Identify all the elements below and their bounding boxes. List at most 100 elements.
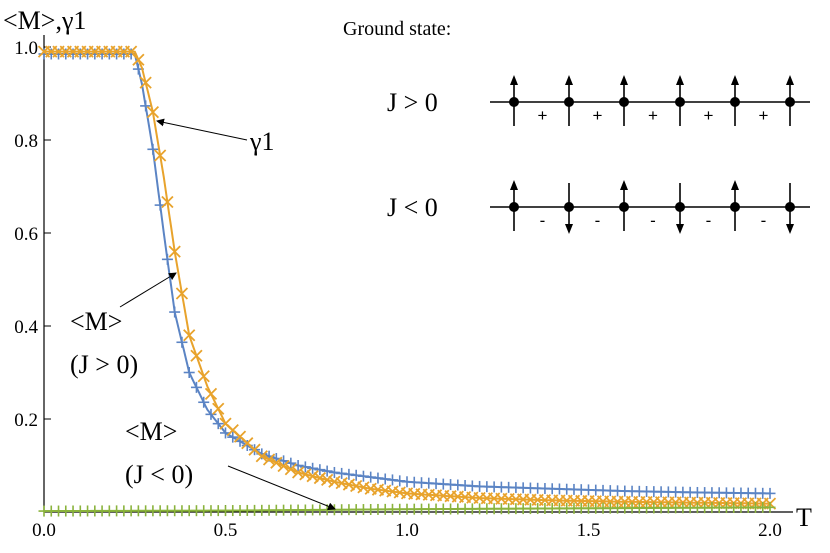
data-point: [161, 195, 174, 209]
y-tick-label: 0.8: [14, 131, 38, 152]
y-tick-label: 0.4: [14, 317, 38, 338]
data-point: [357, 470, 369, 482]
data-point: [291, 466, 305, 479]
series-1: [37, 45, 777, 510]
x-tick-label: 0.5: [214, 520, 238, 541]
data-point: [183, 329, 196, 342]
annotation-m-jneg-line2: (J < 0): [125, 460, 193, 489]
data-point: [255, 450, 268, 463]
x-axis-title: T: [796, 503, 812, 532]
bond-sign: +: [704, 106, 714, 125]
series-2: [38, 501, 776, 517]
ground-state-label-jneg: J < 0: [387, 193, 438, 222]
spin-site-up: [619, 75, 629, 126]
spin-site-up: [509, 180, 519, 231]
spin-site-up: [730, 75, 740, 126]
y-tick-label: 0.6: [14, 224, 38, 245]
x-tick-label: 1.0: [395, 520, 419, 541]
bond-sign: -: [595, 211, 601, 230]
y-axis-title: <M>,γ1: [3, 6, 86, 35]
data-point: [140, 100, 152, 112]
data-point: [132, 53, 145, 66]
data-point: [328, 466, 340, 478]
annotation-m-jneg-arrow: [227, 465, 336, 511]
data-point: [314, 464, 326, 476]
data-point: [168, 245, 181, 258]
data-point: [176, 336, 188, 348]
data-point: [307, 462, 319, 474]
x-tick-label: 2.0: [758, 520, 782, 541]
annotation-gamma1-arrow: [156, 118, 248, 141]
bond-sign: +: [538, 106, 548, 125]
data-point: [299, 461, 311, 473]
data-point: [335, 477, 348, 490]
ground-state-title: Ground state:: [343, 18, 451, 40]
series-0: [38, 48, 776, 499]
data-point: [336, 467, 348, 479]
data-point: [306, 470, 319, 483]
bond-sign: +: [593, 106, 603, 125]
x-tick-label: 0.0: [32, 520, 56, 541]
data-point: [212, 418, 224, 430]
data-point: [146, 105, 160, 119]
data-point: [299, 468, 312, 481]
data-point: [139, 76, 152, 89]
ground-state-diagram: + + + + + - - - - -: [490, 75, 810, 234]
bond-sign: -: [706, 211, 712, 230]
data-point: [321, 465, 333, 477]
spin-site-up: [509, 75, 519, 126]
bond-sign: -: [650, 211, 656, 230]
data-point: [169, 306, 181, 318]
spin-site-down: [785, 183, 795, 234]
spin-site-down: [564, 183, 574, 234]
data-point: [343, 468, 355, 480]
spin-site-up: [675, 75, 685, 126]
data-point: [379, 473, 391, 485]
data-point: [262, 453, 276, 466]
spin-site-up: [564, 75, 574, 126]
y-tick-label: 0.2: [14, 410, 38, 431]
ground-state-label-jpos: J > 0: [387, 88, 438, 117]
data-point: [270, 456, 283, 469]
data-point: [227, 431, 239, 443]
y-tick-label: 1.0: [14, 38, 38, 59]
data-point: [321, 473, 334, 487]
annotation-m-jpos-line1: <M>: [70, 307, 122, 336]
x-tick-label: 1.5: [577, 520, 601, 541]
data-point: [372, 472, 384, 484]
ticks: 0.0 0.5 1.0 1.5 2.0 0.2 0.4 0.6 0.8 1.0: [14, 38, 782, 541]
annotation-m-jpos-line2: (J > 0): [70, 350, 138, 379]
data-point: [764, 487, 776, 499]
bond-sign: -: [540, 211, 546, 230]
spin-site-down: [675, 183, 685, 234]
spin-site-up: [785, 75, 795, 126]
data-point: [190, 381, 202, 393]
data-point: [350, 479, 363, 493]
data-point: [342, 478, 356, 491]
data-point: [183, 367, 195, 378]
data-point: [198, 396, 210, 408]
spin-site-up: [730, 180, 740, 231]
data-point: [277, 459, 290, 473]
data-point: [394, 475, 406, 487]
data-point: [764, 501, 776, 513]
data-point: [386, 474, 398, 486]
data-point: [284, 463, 297, 476]
bond-sign: +: [648, 106, 658, 125]
data-point: [161, 253, 173, 265]
data-point: [328, 475, 341, 488]
data-point: [175, 287, 189, 300]
series-layer: [37, 45, 777, 517]
data-point: [278, 455, 290, 467]
bond-sign: -: [761, 211, 767, 230]
data-point: [147, 143, 159, 155]
bond-sign: +: [759, 106, 769, 125]
data-point: [313, 471, 327, 485]
annotation-gamma1: γ1: [249, 127, 275, 156]
data-point: [357, 481, 370, 494]
data-point: [205, 408, 217, 420]
data-point: [204, 387, 218, 401]
data-point: [154, 149, 167, 162]
spin-site-up: [619, 180, 629, 231]
